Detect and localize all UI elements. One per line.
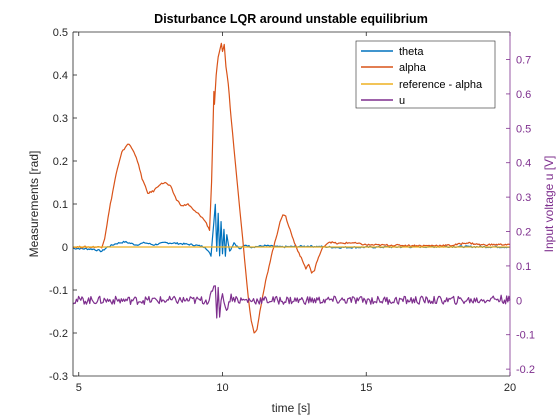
legend-label-alpha: alpha bbox=[399, 62, 427, 74]
x-axis-label: time [s] bbox=[272, 401, 311, 415]
y-left-tick-label: 0.3 bbox=[53, 113, 68, 125]
y-right-tick-label: -0.1 bbox=[516, 330, 535, 342]
x-tick-label: 5 bbox=[76, 382, 82, 394]
y-right-tick-label: 0.2 bbox=[516, 227, 531, 239]
y-left-ticks: -0.3 -0.2 -0.1 0 0.1 0.2 0.3 0.4 0.5 bbox=[49, 27, 77, 383]
y-left-tick-label: 0 bbox=[62, 242, 68, 254]
y-left-tick-label: 0.1 bbox=[53, 199, 68, 211]
y-right-tick-label: 0.7 bbox=[516, 55, 531, 67]
y-left-tick-label: -0.1 bbox=[49, 285, 68, 297]
y-left-tick-label: -0.3 bbox=[49, 371, 68, 383]
chart-title: Disturbance LQR around unstable equilibr… bbox=[154, 12, 428, 26]
y-right-tick-label: -0.2 bbox=[516, 364, 535, 376]
x-tick-label: 15 bbox=[360, 382, 372, 394]
x-tick-label: 20 bbox=[504, 382, 516, 394]
y-right-tick-label: 0 bbox=[516, 295, 522, 307]
series-line-u bbox=[72, 285, 511, 319]
y-right-tick-label: 0.3 bbox=[516, 192, 531, 204]
y-left-tick-label: 0.4 bbox=[53, 70, 68, 82]
y-left-tick-label: -0.2 bbox=[49, 328, 68, 340]
series-group bbox=[72, 42, 511, 334]
legend-label-u: u bbox=[399, 95, 405, 107]
legend-label-reference-alpha: reference - alpha bbox=[399, 79, 483, 91]
y-left-tick-label: 0.2 bbox=[53, 156, 68, 168]
y-right-tick-label: 0.6 bbox=[516, 89, 531, 101]
y-right-tick-label: 0.5 bbox=[516, 123, 531, 135]
legend: theta alpha reference - alpha u bbox=[355, 40, 496, 109]
y-right-tick-label: 0.1 bbox=[516, 261, 531, 273]
x-tick-label: 10 bbox=[216, 382, 228, 394]
y-left-axis-label: Measurements [rad] bbox=[27, 151, 41, 258]
legend-label-theta: theta bbox=[399, 46, 424, 58]
y-right-ticks: -0.2 -0.1 0 0.1 0.2 0.3 0.4 0.5 0.6 0.7 bbox=[506, 55, 535, 376]
series-line-alpha bbox=[72, 42, 511, 334]
y-right-axis-label: Input voltage u [V] bbox=[542, 156, 556, 253]
legend-box bbox=[355, 40, 496, 109]
y-left-tick-label: 0.5 bbox=[53, 27, 68, 39]
y-right-tick-label: 0.4 bbox=[516, 158, 531, 170]
